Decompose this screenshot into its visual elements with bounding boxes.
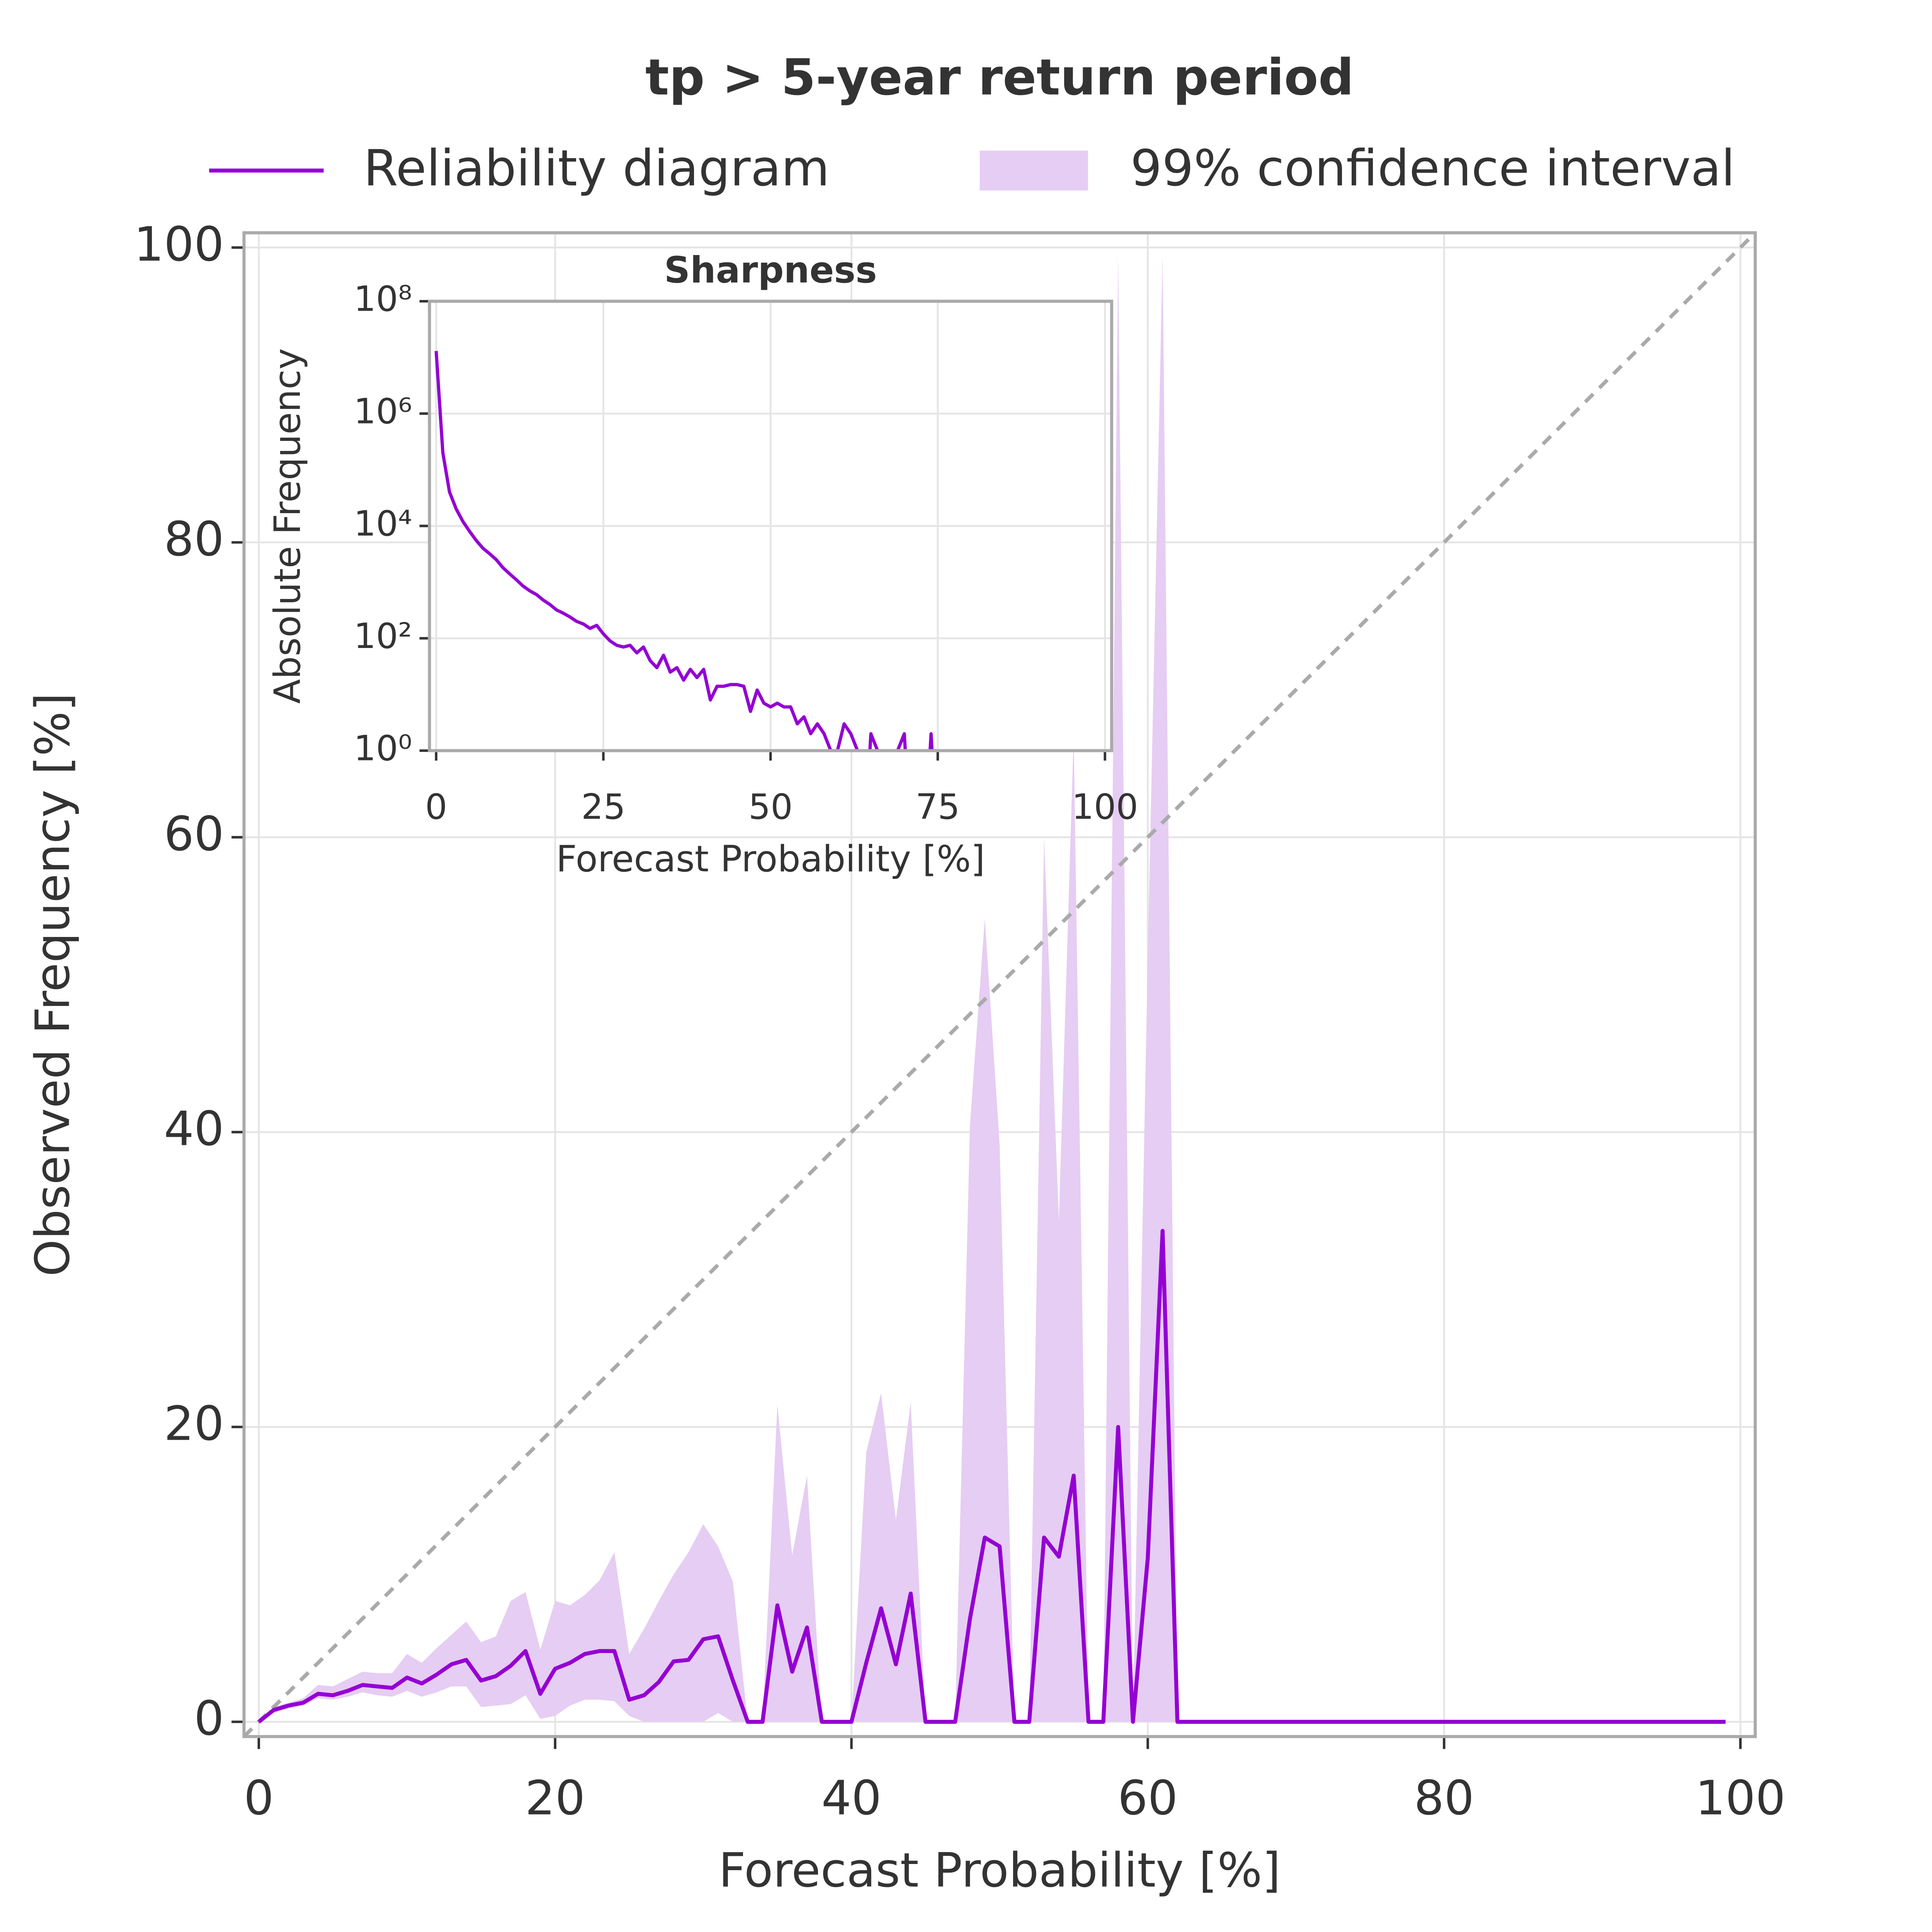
y-axis-label: Absolute Frequency	[267, 348, 309, 704]
y-tick-label: 80	[164, 511, 224, 566]
x-axis-label: Forecast Probability [%]	[556, 838, 985, 880]
legend-label: Reliability diagram	[364, 139, 830, 197]
inset-title: Sharpness	[664, 249, 877, 291]
x-tick-label: 100	[1072, 787, 1138, 827]
y-tick-label: 10⁸	[354, 279, 412, 320]
legend-label: 99% confidence interval	[1130, 139, 1735, 197]
x-tick-label: 80	[1414, 1770, 1474, 1825]
data-line	[257, 1229, 1726, 1724]
chart-title: tp > 5-year return period	[645, 49, 1354, 107]
confidence-band	[259, 255, 1178, 1722]
y-tick-label: 20	[164, 1396, 224, 1451]
x-tick-label: 20	[525, 1770, 585, 1825]
x-tick-label: 50	[748, 787, 793, 827]
reference-line	[244, 233, 1755, 1737]
y-tick-label: 10⁶	[354, 391, 412, 432]
y-tick-label: 40	[164, 1101, 224, 1156]
x-tick-label: 75	[916, 787, 960, 827]
legend: Reliability diagram 99% confidence interv…	[209, 139, 1735, 197]
plot-area	[434, 351, 934, 751]
y-tick-label: 10²	[354, 616, 412, 656]
x-tick-label: 100	[1695, 1770, 1786, 1825]
y-tick-label: 10⁴	[354, 503, 412, 544]
data-line	[434, 351, 934, 751]
axes-frame	[428, 299, 1113, 752]
x-tick-label: 0	[244, 1770, 274, 1825]
x-axis-label: Forecast Probability [%]	[719, 1842, 1281, 1898]
y-axis-label: Observed Frequency [%]	[25, 693, 80, 1277]
x-tick-label: 25	[581, 787, 626, 827]
y-tick-label: 10⁰	[354, 728, 412, 769]
y-tick-label: 0	[194, 1691, 224, 1746]
axes: 0 25 50 75 100 10⁰ 10² 10⁴ 10⁶ 10⁸ Forecast Probab…	[267, 249, 1138, 880]
x-tick-label: 60	[1118, 1770, 1178, 1825]
x-tick-label: 40	[821, 1770, 882, 1825]
x-tick-label: 0	[425, 787, 447, 827]
axes-frame	[242, 231, 1757, 1738]
legend-patch	[980, 150, 1088, 190]
y-tick-label: 100	[134, 216, 224, 272]
plot-area	[244, 233, 1755, 1737]
y-tick-label: 60	[164, 806, 224, 861]
